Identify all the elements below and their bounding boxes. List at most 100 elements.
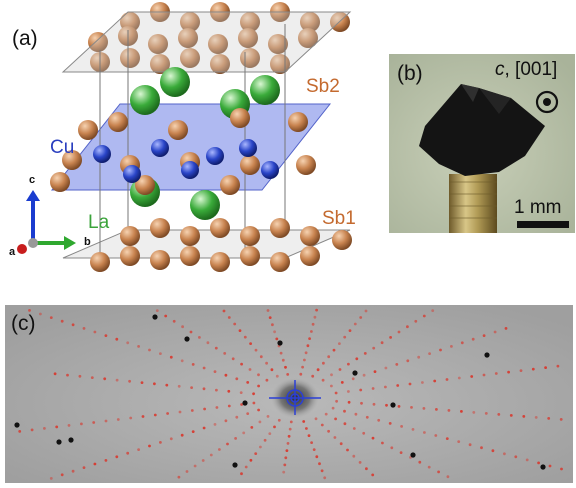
diffraction-spot xyxy=(249,368,252,371)
diffraction-spot xyxy=(400,425,403,428)
diffraction-spot xyxy=(346,449,349,452)
diffraction-spot xyxy=(301,366,304,369)
diffraction-spot xyxy=(302,420,305,423)
diffraction-spot xyxy=(252,392,255,395)
diffraction-spot xyxy=(223,310,226,313)
diffraction-spot xyxy=(190,386,193,389)
diffraction-spot xyxy=(437,471,440,474)
sb1-atom xyxy=(180,246,200,266)
diffraction-spot xyxy=(202,459,205,462)
diffraction-spot xyxy=(283,464,286,467)
diffraction-spot xyxy=(381,442,384,445)
diffraction-spot xyxy=(181,434,184,437)
sb1-atom xyxy=(120,246,140,266)
diffraction-spot xyxy=(191,409,194,412)
diffraction-spot xyxy=(257,409,260,412)
diffraction-spot xyxy=(310,441,313,444)
diffraction-spot xyxy=(225,419,228,422)
diffraction-spot xyxy=(305,427,308,430)
diffraction-spot xyxy=(235,377,238,380)
diffraction-spot xyxy=(423,407,426,410)
diffraction-spot xyxy=(148,349,151,352)
diffraction-spot xyxy=(170,356,173,359)
diffraction-spot xyxy=(385,367,388,370)
dark-reflection xyxy=(390,402,395,407)
diffraction-spot xyxy=(520,369,523,372)
diffraction-spot xyxy=(178,385,181,388)
diffraction-spot xyxy=(117,418,120,421)
diffraction-spot xyxy=(179,411,182,414)
sb1-atom xyxy=(120,226,140,246)
sb1-atom xyxy=(210,218,230,238)
diffraction-spot xyxy=(284,456,287,459)
diffraction-spot xyxy=(321,424,324,427)
diffraction-spot xyxy=(522,415,525,418)
sb1-atom xyxy=(270,252,290,272)
c-axis-label: c xyxy=(29,174,35,186)
diffraction-spot xyxy=(409,383,412,386)
diffraction-spot xyxy=(142,415,145,418)
diffraction-spot xyxy=(154,414,157,417)
a-axis-label: a xyxy=(9,246,15,258)
diffraction-spot xyxy=(271,368,274,371)
diffraction-spot xyxy=(105,420,108,423)
diffraction-spot xyxy=(410,406,413,409)
diffraction-spot xyxy=(364,352,367,355)
cu-atom xyxy=(239,139,257,157)
diffraction-spot xyxy=(447,475,450,478)
diffraction-spot xyxy=(547,417,550,420)
diffraction-spot xyxy=(141,381,144,384)
diffraction-spot xyxy=(250,459,253,462)
diffraction-spot xyxy=(327,430,330,433)
diffraction-spot xyxy=(203,408,206,411)
diffraction-spot xyxy=(526,459,529,462)
dark-reflection xyxy=(184,336,189,341)
cu-atom xyxy=(261,161,279,179)
diffraction-spot xyxy=(333,349,336,352)
cu-atom xyxy=(151,139,169,157)
diffraction-spot xyxy=(439,349,442,352)
diffraction-spot xyxy=(338,342,341,345)
diffraction-spot xyxy=(156,309,159,312)
diffraction-spot xyxy=(72,323,75,326)
diffraction-spot xyxy=(457,440,460,443)
diffraction-spot xyxy=(266,379,269,382)
diffraction-spot xyxy=(72,470,75,473)
diffraction-spot xyxy=(385,404,388,407)
diffraction-spot xyxy=(245,466,248,469)
diffraction-spot xyxy=(61,473,64,476)
diffraction-spot xyxy=(260,355,263,358)
laue-diffraction-pattern xyxy=(5,305,573,483)
diffraction-spot xyxy=(398,331,401,334)
dark-reflection xyxy=(242,400,247,405)
sb1-atom xyxy=(332,230,352,250)
diffraction-spot xyxy=(423,431,426,434)
diffraction-spot xyxy=(470,375,473,378)
sb1-atom xyxy=(300,226,320,246)
diffraction-spot xyxy=(148,445,151,448)
diffraction-spot xyxy=(240,472,243,475)
diffraction-spot xyxy=(228,316,231,319)
diffraction-spot xyxy=(503,452,506,455)
diffraction-spot xyxy=(254,452,257,455)
sb1-atom xyxy=(150,218,170,238)
diffraction-spot xyxy=(372,347,375,350)
diffraction-spot xyxy=(181,359,184,362)
diffraction-spot xyxy=(485,412,488,415)
diffraction-spot xyxy=(398,405,401,408)
diffraction-spot xyxy=(242,432,245,435)
diffraction-spot xyxy=(181,325,184,328)
sb2-atom xyxy=(230,108,250,128)
diffraction-spot xyxy=(39,313,42,316)
diffraction-spot xyxy=(210,454,213,457)
diffraction-spot xyxy=(359,316,362,319)
diffraction-spot xyxy=(400,451,403,454)
diffraction-spot xyxy=(286,449,289,452)
diffraction-spot xyxy=(311,375,314,378)
diffraction-spot xyxy=(335,392,338,395)
diffraction-spot xyxy=(532,368,535,371)
diffraction-spot xyxy=(374,370,377,373)
diffraction-spot xyxy=(417,356,420,359)
b-axis-label: b xyxy=(84,236,91,248)
sb1-atom xyxy=(150,250,170,270)
